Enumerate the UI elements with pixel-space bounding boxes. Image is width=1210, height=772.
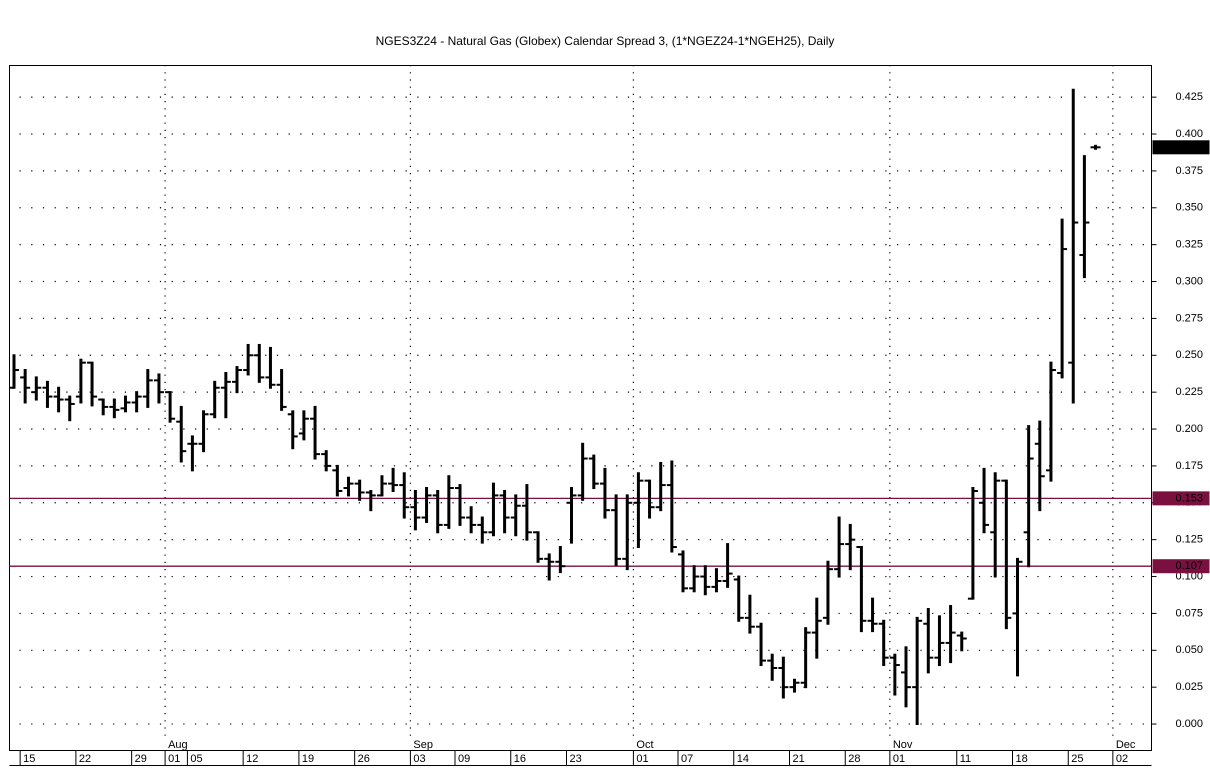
x-tick-label: 26 — [358, 753, 370, 765]
y-tick-label: 0.050 — [1175, 644, 1203, 656]
month-label: Dec — [1116, 739, 1136, 751]
x-tick-label: 23 — [570, 753, 582, 765]
x-tick-label: 01 — [636, 753, 648, 765]
x-tick-label: 16 — [514, 753, 526, 765]
reference-label: 0.107 — [1175, 560, 1203, 572]
y-tick-label: 0.000 — [1175, 718, 1203, 730]
y-tick-label: 0.075 — [1175, 607, 1203, 619]
y-tick-label: 0.350 — [1175, 202, 1203, 214]
x-tick-label: 11 — [960, 753, 971, 765]
reference-label: 0.153 — [1175, 492, 1203, 504]
x-tick-label: 09 — [458, 753, 470, 765]
x-tick-label: 21 — [793, 753, 805, 765]
x-tick-label: 22 — [79, 753, 91, 765]
y-tick-label: 0.250 — [1175, 349, 1203, 361]
x-tick-label: 05 — [190, 753, 202, 765]
month-label: Aug — [168, 739, 188, 751]
y-tick-label: 0.400 — [1175, 128, 1203, 140]
reference-label-box — [1152, 491, 1210, 506]
y-tick-label: 0.200 — [1175, 423, 1203, 435]
x-tick-label: 01 — [168, 753, 180, 765]
month-label: Oct — [636, 739, 653, 751]
x-tick-label: 01 — [893, 753, 905, 765]
y-tick-label: 0.425 — [1175, 91, 1203, 103]
x-tick-label: 14 — [737, 753, 749, 765]
last-price-label: 0.391 — [1175, 141, 1203, 153]
x-tick-label: 03 — [413, 753, 425, 765]
y-tick-label: 0.300 — [1175, 275, 1203, 287]
y-tick-label: 0.325 — [1175, 239, 1203, 251]
month-label: Nov — [893, 739, 913, 751]
x-tick-label: 02 — [1116, 753, 1128, 765]
month-label: Sep — [413, 739, 433, 751]
x-tick-label: 25 — [1071, 753, 1083, 765]
y-tick-label: 0.125 — [1175, 534, 1203, 546]
x-tick-label: 12 — [246, 753, 258, 765]
y-tick-label: 0.225 — [1175, 386, 1203, 398]
x-tick-label: 15 — [23, 753, 35, 765]
y-tick-label: 0.275 — [1175, 312, 1203, 324]
chart-title: NGES3Z24 - Natural Gas (Globex) Calendar… — [376, 34, 835, 48]
x-tick-label: 28 — [848, 753, 860, 765]
x-tick-label: 07 — [681, 753, 693, 765]
y-tick-label: 0.375 — [1175, 165, 1203, 177]
x-tick-label: 19 — [302, 753, 314, 765]
last-price-box — [1152, 140, 1210, 155]
x-tick-label: 18 — [1016, 753, 1028, 765]
plot-frame — [9, 65, 1152, 751]
y-tick-label: 0.175 — [1175, 460, 1203, 472]
y-tick-label: 0.100 — [1175, 570, 1203, 582]
reference-label-box — [1152, 559, 1210, 574]
x-tick-label: 29 — [135, 753, 147, 765]
y-tick-label: 0.025 — [1175, 681, 1203, 693]
